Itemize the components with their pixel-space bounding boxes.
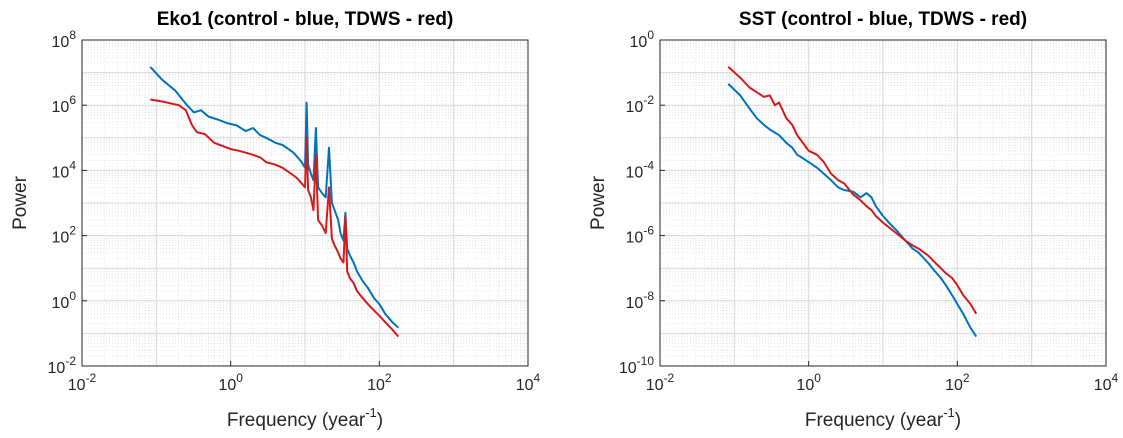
x-tick-label: 10-2	[646, 371, 675, 394]
x-tick-label: 10-2	[68, 371, 97, 394]
y-axis-label: Power	[588, 175, 609, 230]
x-tick-label: 104	[516, 371, 541, 394]
grid	[660, 40, 1106, 366]
y-tick-label: 106	[52, 93, 77, 116]
x-axis-label: Frequency (year-1)	[805, 405, 961, 431]
chart-1: 10-2 100 102 104 10-2 100 102 104 106 108 Eko1 (co…	[10, 9, 541, 431]
x-tick-label: 104	[1094, 371, 1119, 394]
y-tick-label: 10-8	[626, 289, 655, 312]
plot-frame	[659, 39, 1107, 367]
chart-title: Eko1 (control - blue, TDWS - red)	[157, 9, 454, 30]
x-tick-label: 100	[218, 371, 243, 394]
y-tick-label: 102	[52, 224, 77, 247]
plot-frame	[81, 39, 529, 367]
x-tick-label: 100	[796, 371, 821, 394]
series-line-1	[149, 66, 399, 329]
series-line-2	[150, 98, 400, 338]
grid	[82, 40, 528, 366]
chart-2: 10-2 100 102 104 10-10 10-8 10-6 10-4 10-2 100 SST…	[588, 9, 1119, 431]
y-tick-label: 100	[630, 28, 655, 51]
y-axis-label: Power	[10, 175, 31, 230]
chart-title: SST (control - blue, TDWS - red)	[739, 9, 1027, 30]
y-tick-label: 10-2	[48, 354, 77, 377]
y-tick-label: 10-10	[619, 354, 654, 377]
series-line-1	[727, 83, 978, 338]
series-line-2	[727, 66, 978, 315]
y-tick-label: 104	[52, 158, 77, 181]
y-tick-label: 100	[52, 289, 77, 312]
y-tick-label: 108	[52, 28, 77, 51]
y-tick-label: 10-4	[626, 158, 655, 181]
x-axis-label: Frequency (year-1)	[227, 405, 383, 431]
x-tick-label: 102	[945, 371, 970, 394]
y-tick-label: 10-2	[626, 93, 655, 116]
y-tick-label: 10-6	[626, 224, 655, 247]
x-tick-label: 102	[367, 371, 392, 394]
